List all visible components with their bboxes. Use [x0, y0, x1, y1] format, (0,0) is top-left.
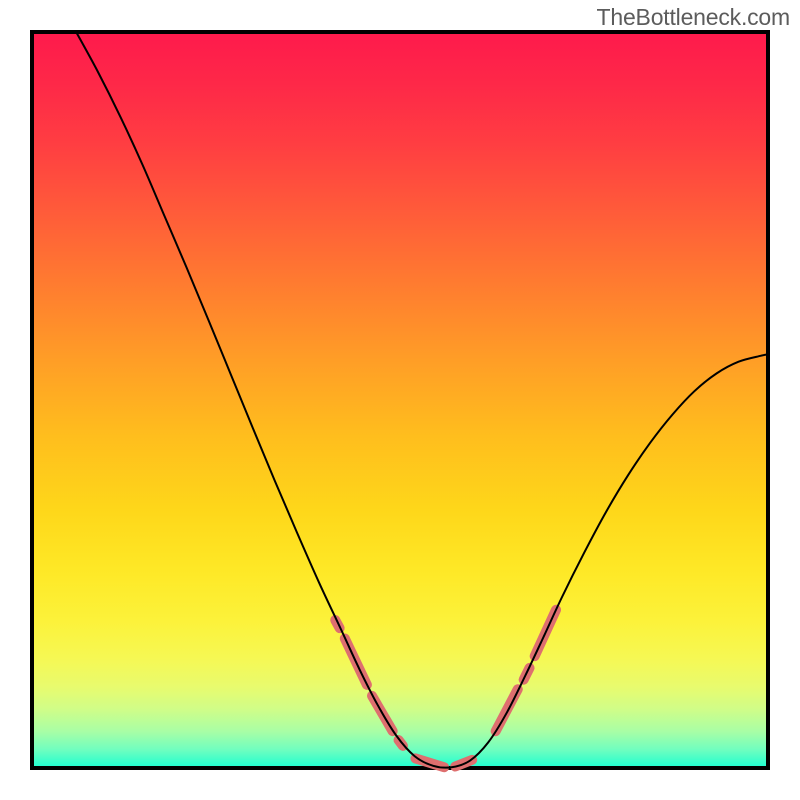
chart-background	[32, 32, 768, 768]
chart-svg	[0, 0, 800, 800]
chart-stage: TheBottleneck.com	[0, 0, 800, 800]
